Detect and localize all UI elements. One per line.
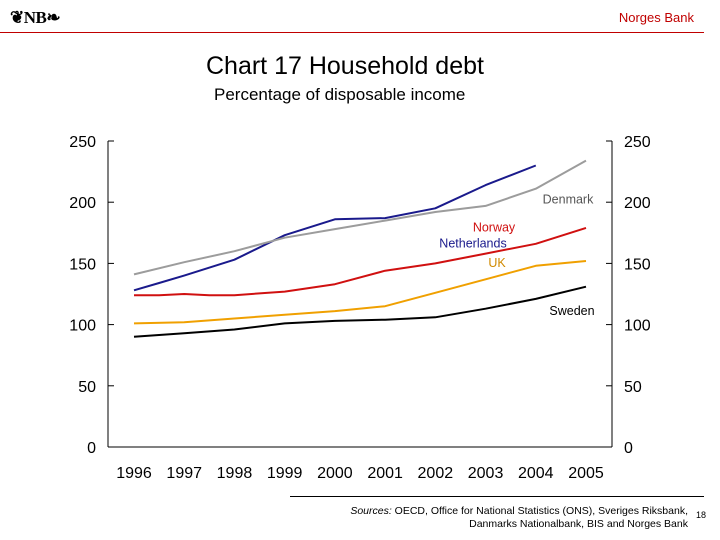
- x-tick-label: 1997: [166, 465, 202, 482]
- bank-name: Norges Bank: [618, 10, 694, 25]
- norges-bank-logo: ❦NB❧: [10, 8, 61, 27]
- x-tick-label: 2004: [518, 465, 554, 482]
- series-line-sweden: [133, 285, 587, 338]
- series-line-uk: [133, 260, 587, 325]
- y-tick-label-right: 100: [624, 318, 651, 335]
- x-tick-label: 1998: [217, 465, 253, 482]
- y-tick-label-left: 150: [69, 256, 96, 273]
- series-line-norway: [134, 226, 587, 297]
- sources-line1: OECD, Office for National Statistics (ON…: [394, 505, 688, 517]
- x-tick-label: 2001: [367, 465, 403, 482]
- x-tick-label: 2003: [468, 465, 504, 482]
- series-label-denmark: Denmark: [543, 192, 594, 206]
- sources-note: Sources: OECD, Office for National Stati…: [268, 505, 688, 531]
- page-number: 18: [696, 510, 707, 520]
- series-label-uk: UK: [488, 256, 506, 270]
- sources-divider: [290, 496, 704, 497]
- y-tick-label-right: 50: [624, 379, 642, 396]
- series-line-netherlands: [133, 164, 537, 292]
- x-tick-label: 2000: [317, 465, 353, 482]
- y-tick-label-left: 250: [69, 134, 96, 151]
- y-tick-label-right: 200: [624, 195, 651, 212]
- series-line-denmark: [133, 159, 587, 276]
- y-tick-label-right: 250: [624, 134, 651, 151]
- chart-subtitle: Percentage of disposable income: [214, 85, 466, 104]
- y-tick-label-left: 200: [69, 195, 96, 212]
- series-label-norway: Norway: [473, 221, 516, 235]
- x-tick-label: 1999: [267, 465, 303, 482]
- series-label-sweden: Sweden: [549, 304, 594, 318]
- x-tick-label: 2002: [418, 465, 454, 482]
- y-tick-label-right: 150: [624, 256, 651, 273]
- chart-title: Chart 17 Household debt: [206, 52, 484, 80]
- x-tick-label: 1996: [116, 465, 152, 482]
- sources-label: Sources:: [350, 505, 392, 517]
- series-label-netherlands: Netherlands: [439, 236, 506, 250]
- y-tick-label-left: 0: [87, 440, 96, 457]
- header-divider: [0, 32, 704, 33]
- sources-line2: Danmarks Nationalbank, BIS and Norges Ba…: [469, 518, 688, 530]
- y-tick-label-right: 0: [624, 440, 633, 457]
- y-tick-label-left: 50: [78, 379, 96, 396]
- x-tick-label: 2005: [568, 465, 604, 482]
- y-tick-label-left: 100: [69, 318, 96, 335]
